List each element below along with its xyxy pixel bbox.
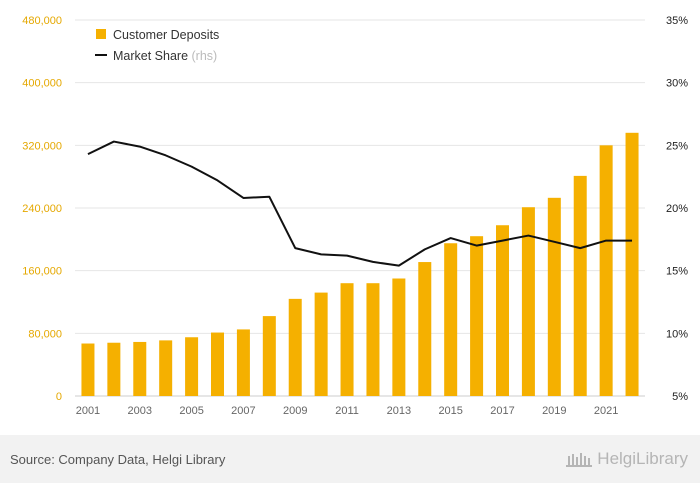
legend-market-share-name: Market Share (113, 49, 188, 63)
left-axis-ticks: 0 80,000 160,000 240,000 320,000 400,000 480,0… (22, 15, 62, 403)
right-tick-label: 35% (666, 15, 688, 27)
left-tick-label: 480,000 (22, 15, 62, 27)
bar-series (81, 132, 639, 397)
x-tick-label: 2005 (179, 405, 203, 417)
x-tick-label: 2011 (335, 405, 359, 417)
x-tick-label: 2015 (438, 405, 462, 417)
x-tick-label: 2003 (128, 405, 152, 417)
left-tick-label: 400,000 (22, 78, 62, 90)
line-series (87, 140, 633, 267)
bar (133, 341, 147, 396)
chart: 0 80,000 160,000 240,000 320,000 400,000 480,0… (22, 15, 688, 417)
brand-name: HelgiLibrary (597, 449, 688, 468)
bar (211, 332, 224, 396)
bar (470, 236, 484, 396)
bar (392, 278, 406, 396)
bar (418, 262, 432, 396)
legend-label-market-share: Market Share (rhs) (113, 49, 217, 63)
left-tick-label: 0 (56, 391, 62, 403)
left-tick-label: 160,000 (22, 266, 62, 278)
left-tick-label: 240,000 (22, 203, 62, 215)
market-share-line (87, 140, 633, 267)
x-tick-label: 2019 (542, 405, 566, 417)
legend-label-deposits: Customer Deposits (113, 28, 219, 42)
right-tick-label: 15% (666, 266, 688, 278)
legend-swatch-deposits (96, 29, 106, 39)
bar (236, 329, 250, 396)
bar (496, 225, 509, 396)
right-tick-label: 20% (666, 203, 688, 215)
bar (185, 337, 199, 396)
bar (288, 298, 302, 396)
right-tick-label: 25% (666, 140, 688, 152)
brand-logo: HelgiLibrary (565, 449, 688, 469)
bar (262, 316, 276, 396)
bar (314, 292, 328, 396)
bar (340, 283, 354, 396)
source-note: Source: Company Data, Helgi Library (10, 452, 226, 467)
x-tick-label: 2021 (594, 405, 618, 417)
x-axis-ticks: 2001 2003 2005 2007 2009 2011 2013 2015 2017 2019… (76, 405, 619, 417)
legend-market-share-suffix: (rhs) (192, 49, 218, 63)
library-building-icon (566, 453, 593, 467)
bar (573, 175, 587, 396)
x-tick-label: 2009 (283, 405, 307, 417)
left-tick-label: 320,000 (22, 140, 62, 152)
bar (81, 343, 95, 396)
left-tick-label: 80,000 (28, 328, 62, 340)
right-axis-ticks: 5% 10% 15% 20% 25% 30% 35% (666, 15, 688, 403)
bar (547, 197, 561, 396)
right-tick-label: 10% (666, 328, 688, 340)
footer-band (0, 435, 700, 483)
x-tick-label: 2001 (76, 405, 100, 417)
legend: Customer Deposits Market Share (rhs) (95, 28, 219, 63)
right-tick-label: 30% (666, 78, 688, 90)
bar (107, 342, 121, 396)
bar (625, 132, 639, 397)
bar (599, 145, 613, 396)
x-tick-label: 2017 (490, 405, 514, 417)
bar (366, 283, 380, 396)
bar (159, 340, 173, 396)
x-tick-label: 2007 (231, 405, 255, 417)
bar (521, 207, 535, 396)
right-tick-label: 5% (672, 391, 688, 403)
x-tick-label: 2013 (387, 405, 411, 417)
bar (444, 243, 458, 396)
